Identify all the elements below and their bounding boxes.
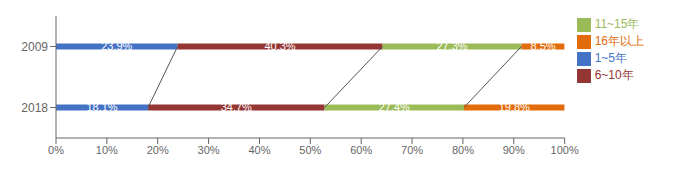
svg-text:80%: 80% xyxy=(452,144,474,156)
html-text:16年以上: 16年以上 xyxy=(594,34,644,48)
svg-text:100%: 100% xyxy=(551,144,579,156)
html-text:11~15年: 11~15年 xyxy=(594,17,640,31)
svg-text:40.3%: 40.3% xyxy=(264,40,295,52)
svg-text:70%: 70% xyxy=(401,144,423,156)
svg-text:27.3%: 27.3% xyxy=(436,40,467,52)
svg-text:10%: 10% xyxy=(96,144,118,156)
svg-text:0%: 0% xyxy=(48,144,64,156)
svg-text:2009: 2009 xyxy=(21,40,48,54)
svg-text:50%: 50% xyxy=(299,144,321,156)
svg-text:19.8%: 19.8% xyxy=(499,101,530,113)
svg-text:2018: 2018 xyxy=(21,101,48,115)
svg-text:40%: 40% xyxy=(248,144,270,156)
svg-text:30%: 30% xyxy=(198,144,220,156)
svg-text:90%: 90% xyxy=(503,144,525,156)
svg-text:20%: 20% xyxy=(147,144,169,156)
svg-text:23.9%: 23.9% xyxy=(101,40,132,52)
svg-text:8.5%: 8.5% xyxy=(530,40,555,52)
svg-text:34.7%: 34.7% xyxy=(221,101,252,113)
html-text:1~5年: 1~5年 xyxy=(594,51,627,65)
html-text:6~10年: 6~10年 xyxy=(594,68,634,82)
svg-text:27.4%: 27.4% xyxy=(379,101,410,113)
svg-text:60%: 60% xyxy=(350,144,372,156)
svg-text:18.1%: 18.1% xyxy=(86,101,117,113)
